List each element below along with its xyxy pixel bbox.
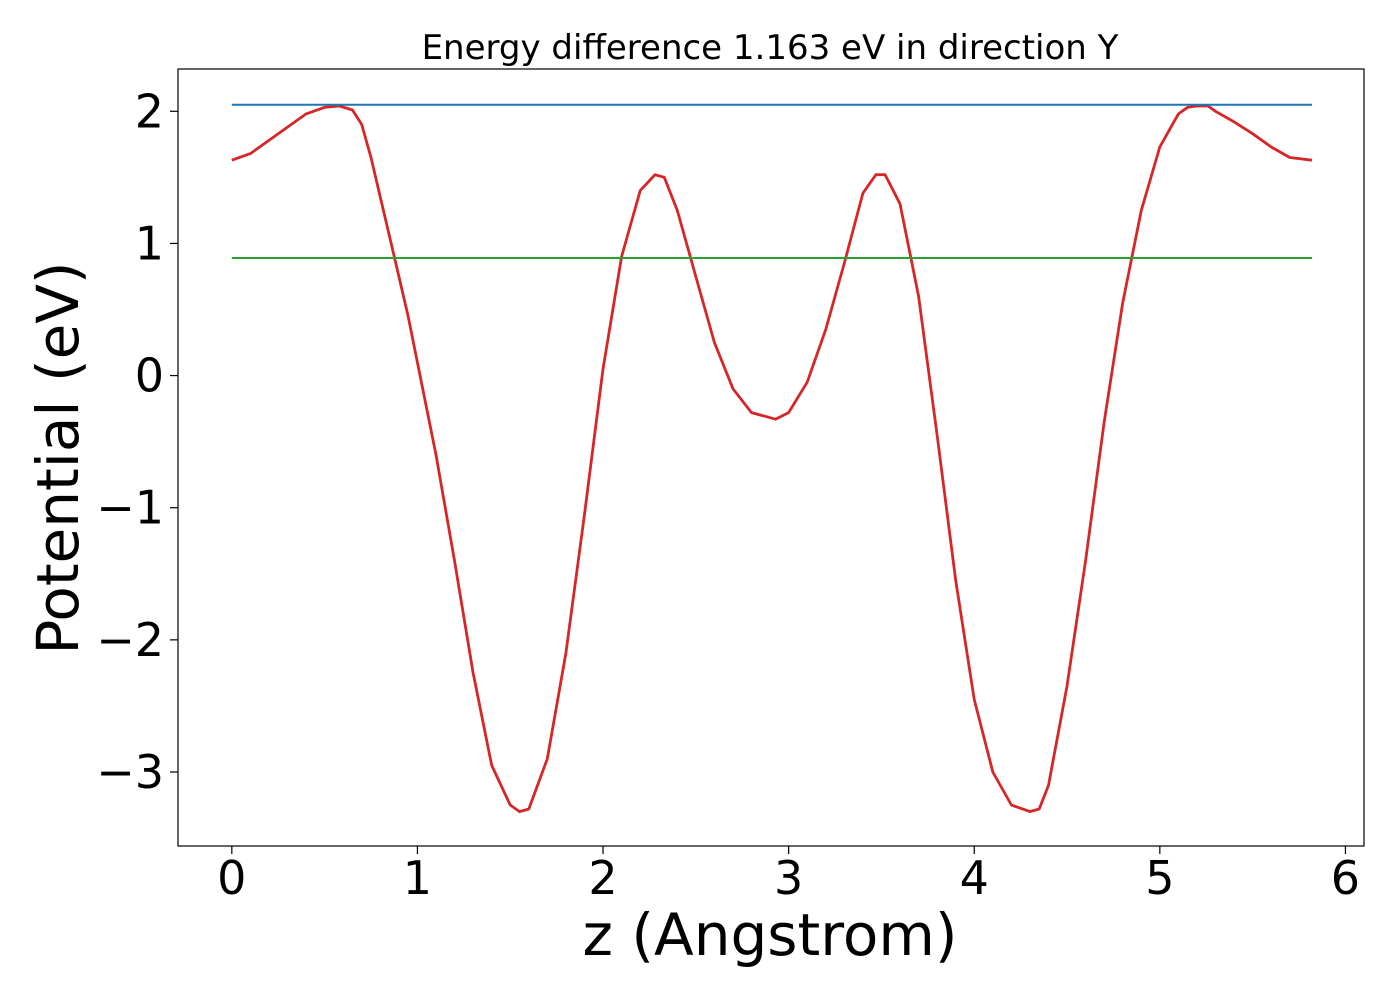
y-tick-label: 1 bbox=[135, 216, 164, 270]
x-axis: 0 1 2 3 4 5 6 bbox=[217, 846, 1360, 905]
x-tick-label: 6 bbox=[1331, 851, 1360, 905]
x-tick-label: 4 bbox=[960, 851, 989, 905]
x-tick-label: 2 bbox=[588, 851, 617, 905]
y-axis: −3 −2 −1 0 1 2 bbox=[96, 84, 178, 799]
chart-title: Energy difference 1.163 eV in direction … bbox=[422, 28, 1119, 68]
x-tick-label: 5 bbox=[1145, 851, 1174, 905]
series-line-0 bbox=[231, 104, 1313, 813]
y-tick-label: −1 bbox=[96, 481, 164, 535]
y-tick-label: −2 bbox=[96, 613, 164, 667]
x-tick-label: 1 bbox=[403, 851, 432, 905]
y-tick-label: −3 bbox=[96, 745, 164, 799]
plot-frame bbox=[177, 68, 1365, 847]
y-tick-label: 0 bbox=[135, 349, 164, 403]
x-tick-label: 0 bbox=[217, 851, 246, 905]
x-axis-label: z (Angstrom) bbox=[583, 901, 958, 969]
series-layer bbox=[231, 103, 1313, 813]
y-axis-label: Potential (eV) bbox=[24, 261, 92, 654]
x-tick-label: 3 bbox=[774, 851, 803, 905]
y-tick-label: 2 bbox=[135, 84, 164, 138]
